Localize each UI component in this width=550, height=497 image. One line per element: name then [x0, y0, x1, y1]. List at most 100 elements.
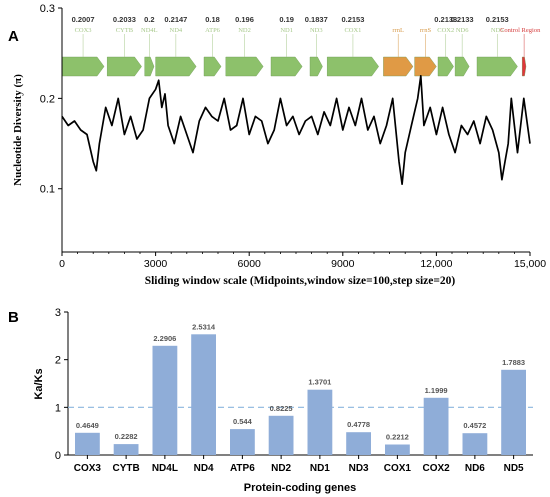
- category-label: ND2: [271, 463, 291, 474]
- gene-arrow: [155, 56, 197, 77]
- y-tick-label: 0.1: [40, 184, 55, 196]
- gene-arrow: [61, 56, 105, 77]
- category-label: ND4: [194, 463, 214, 474]
- category-label: ND6: [465, 463, 485, 474]
- x-axis-label: Protein-coding genes: [244, 482, 356, 494]
- gene-value-label: 0.18: [205, 15, 220, 24]
- bar-value-label: 0.544: [233, 417, 253, 426]
- gene-value-label: 0.2133: [451, 15, 474, 24]
- bar-value-label: 0.2212: [386, 432, 409, 441]
- gene-name: ATP6: [205, 27, 221, 34]
- bar: [307, 389, 333, 455]
- bar-value-label: 2.2906: [153, 334, 176, 343]
- gene-arrow: [327, 56, 379, 77]
- gene-arrow: [414, 56, 437, 77]
- diversity-curve: [61, 74, 531, 186]
- bar-value-label: 0.2282: [115, 432, 138, 441]
- bar: [191, 334, 216, 455]
- bar-value-label: 2.5314: [192, 322, 216, 331]
- gene-name: COX2: [437, 27, 454, 34]
- gene-name: ND5: [491, 27, 504, 34]
- gene-value-label: 0.2033: [113, 15, 136, 24]
- gene-value-label: 0.196: [235, 15, 254, 24]
- bar-value-label: 1.1999: [425, 386, 448, 395]
- gene-arrow: [522, 56, 527, 77]
- gene-name: COX3: [75, 27, 92, 34]
- gene-arrow: [203, 56, 222, 77]
- x-tick-label: 9000: [331, 258, 355, 270]
- gene-arrow: [309, 56, 323, 77]
- gene-name: Control Region: [500, 27, 541, 34]
- category-label: COX1: [384, 463, 412, 474]
- gene-value-label: 0.2133: [434, 15, 457, 24]
- bar: [113, 444, 139, 455]
- x-tick-label: 12,000: [420, 258, 452, 270]
- category-label: ND1: [310, 463, 330, 474]
- y-tick-label: 2: [55, 355, 61, 367]
- gene-arrow: [454, 56, 470, 77]
- bar: [501, 369, 526, 455]
- gene-name: CYTB: [116, 27, 134, 34]
- gene-name: ND6: [456, 27, 469, 34]
- x-tick-label: 3000: [144, 258, 168, 270]
- x-ticks: 0 3000 6000 9000 12,000 15,000: [59, 252, 546, 270]
- bar: [230, 429, 255, 455]
- category-label: ND5: [504, 463, 524, 474]
- gene-name: rrnL: [392, 27, 404, 34]
- x-tick-label: 15,000: [514, 258, 546, 270]
- y-ticks: 0.1 0.2 0.3: [40, 3, 62, 196]
- bar: [75, 432, 100, 455]
- gene-name: ND4: [170, 27, 183, 34]
- bar: [462, 433, 488, 455]
- x-axis-label: Sliding window scale (Midpoints,window s…: [145, 275, 456, 287]
- gene-value-label: 0.19: [279, 15, 294, 24]
- panel-a: A COX3 0.2007 CYTB 0.2033 ND4L 0.2 ND4 0.2147 AT…: [8, 3, 546, 287]
- y-tick-label: 0: [55, 450, 61, 462]
- bar: [152, 345, 178, 455]
- gene-name: ND2: [238, 27, 251, 34]
- gene-name: ND1: [280, 27, 293, 34]
- y-axis-label: Ka/Ks: [33, 368, 45, 399]
- gene-arrow: [144, 56, 155, 77]
- gene-name: ND3: [310, 27, 323, 34]
- bar-value-label: 0.4572: [463, 421, 486, 430]
- category-label: ND4L: [152, 463, 178, 474]
- y-tick-label: 3: [55, 307, 61, 319]
- category-label: COX3: [74, 463, 102, 474]
- bar-value-label: 0.4649: [76, 421, 99, 430]
- gene-value-label: 0.2153: [486, 15, 509, 24]
- gene-value-label: 0.1837: [305, 15, 328, 24]
- y-tick-label: 0.3: [40, 3, 55, 15]
- diversity-plot: 0.1 0.2 0.3 0 3000 6000 9000 12,000 15,000 Nucl…: [12, 3, 546, 287]
- bar: [423, 397, 449, 455]
- y-tick-label: 1: [55, 402, 61, 414]
- category-label: ATP6: [230, 463, 255, 474]
- gene-arrow: [476, 56, 518, 77]
- x-tick-label: 6000: [238, 258, 262, 270]
- bar-value-label: 1.3701: [308, 378, 331, 387]
- gene-name: ND4L: [141, 27, 158, 34]
- bars: 0.4649 COX3 0.2282 CYTB 2.2906 ND4L 2.5314 ND4 0…: [74, 322, 526, 474]
- panel-a-label: A: [8, 28, 19, 45]
- gene-name: rrnS: [420, 27, 432, 34]
- bar-value-label: 0.4778: [347, 420, 370, 429]
- gene-value-label: 0.2: [144, 15, 154, 24]
- gene-arrow: [106, 56, 142, 77]
- y-ticks: 0 1 2 3: [55, 307, 68, 462]
- gene-name: COX1: [344, 27, 361, 34]
- y-axis-label: Nucleotide Diversity (π): [12, 74, 24, 186]
- gene-value-label: 0.2153: [341, 15, 364, 24]
- panel-b: B 0 1 2 3 0.4649 COX3 0.2282 CYTB 2.2906 ND4L 2.5…: [8, 307, 533, 494]
- gene-value-label: 0.2007: [72, 15, 95, 24]
- gene-arrow: [383, 56, 414, 77]
- gene-arrow: [225, 56, 264, 77]
- bar: [346, 432, 371, 455]
- bar-value-label: 1.7883: [502, 358, 525, 367]
- bar-value-label: 0.8225: [270, 404, 293, 413]
- gene-arrow: [437, 56, 454, 77]
- panel-b-label: B: [8, 309, 19, 326]
- gene-map: COX3 0.2007 CYTB 0.2033 ND4L 0.2 ND4 0.2147 ATP6…: [61, 15, 541, 77]
- y-tick-label: 0.2: [40, 93, 55, 105]
- category-label: CYTB: [113, 463, 140, 474]
